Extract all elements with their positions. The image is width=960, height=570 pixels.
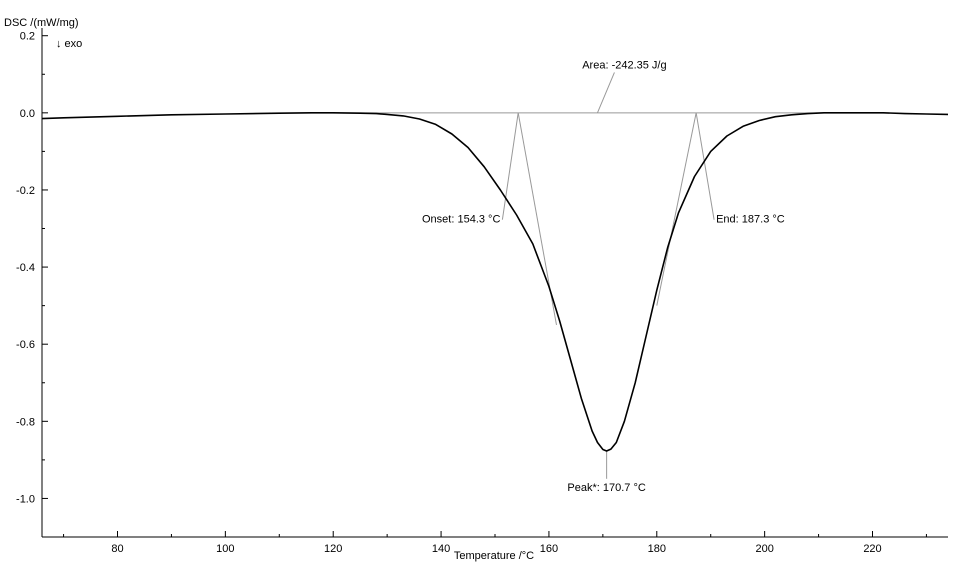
x-tick-label: 100 [216,543,234,555]
y-tick-label: 0.2 [20,31,35,43]
x-tick-label: 220 [863,543,881,555]
guide-lines: Area: -242.35 J/g Onset: 154.3 °C End: 187… [311,59,884,494]
x-tick-label: 160 [540,543,558,555]
annotation-leader [597,72,615,114]
y-tick-label: 0.0 [20,108,35,120]
x-tick-label: 200 [755,543,773,555]
annotation-label: End: 187.3 °C [716,214,785,226]
annotation-leader [501,112,519,220]
x-axis-label: Temperature /°C [454,550,534,562]
x-tick-label: 180 [648,543,666,555]
annotation-leader [695,112,715,220]
plot-area [41,112,949,452]
annotation-label: Area: -242.35 J/g [582,59,666,71]
y-tick-label: -0.8 [16,416,35,428]
tangent-line [656,112,697,306]
annotation-label: Peak*: 170.7 °C [567,482,645,494]
chart-labels: DSC /(mW/mg) ↓ exo Temperature /°C [4,17,534,562]
dsc-curve [41,112,949,452]
annotation-label: Onset: 154.3 °C [422,214,500,226]
y-tick-label: -0.4 [16,262,35,274]
x-tick-label: 120 [324,543,342,555]
y-axis-label: DSC /(mW/mg) [4,17,79,29]
y-tick-label: -0.6 [16,339,35,351]
y-tick-label: -1.0 [16,493,35,505]
x-tick-label: 80 [111,543,123,555]
y-tick-label: -0.2 [16,185,35,197]
exo-direction-label: ↓ exo [56,38,82,50]
x-tick-label: 140 [432,543,450,555]
axes: 80 100 120 140 160 180 200 220 0.2 0.0 -0.2 -0.4 -0.… [16,28,948,555]
